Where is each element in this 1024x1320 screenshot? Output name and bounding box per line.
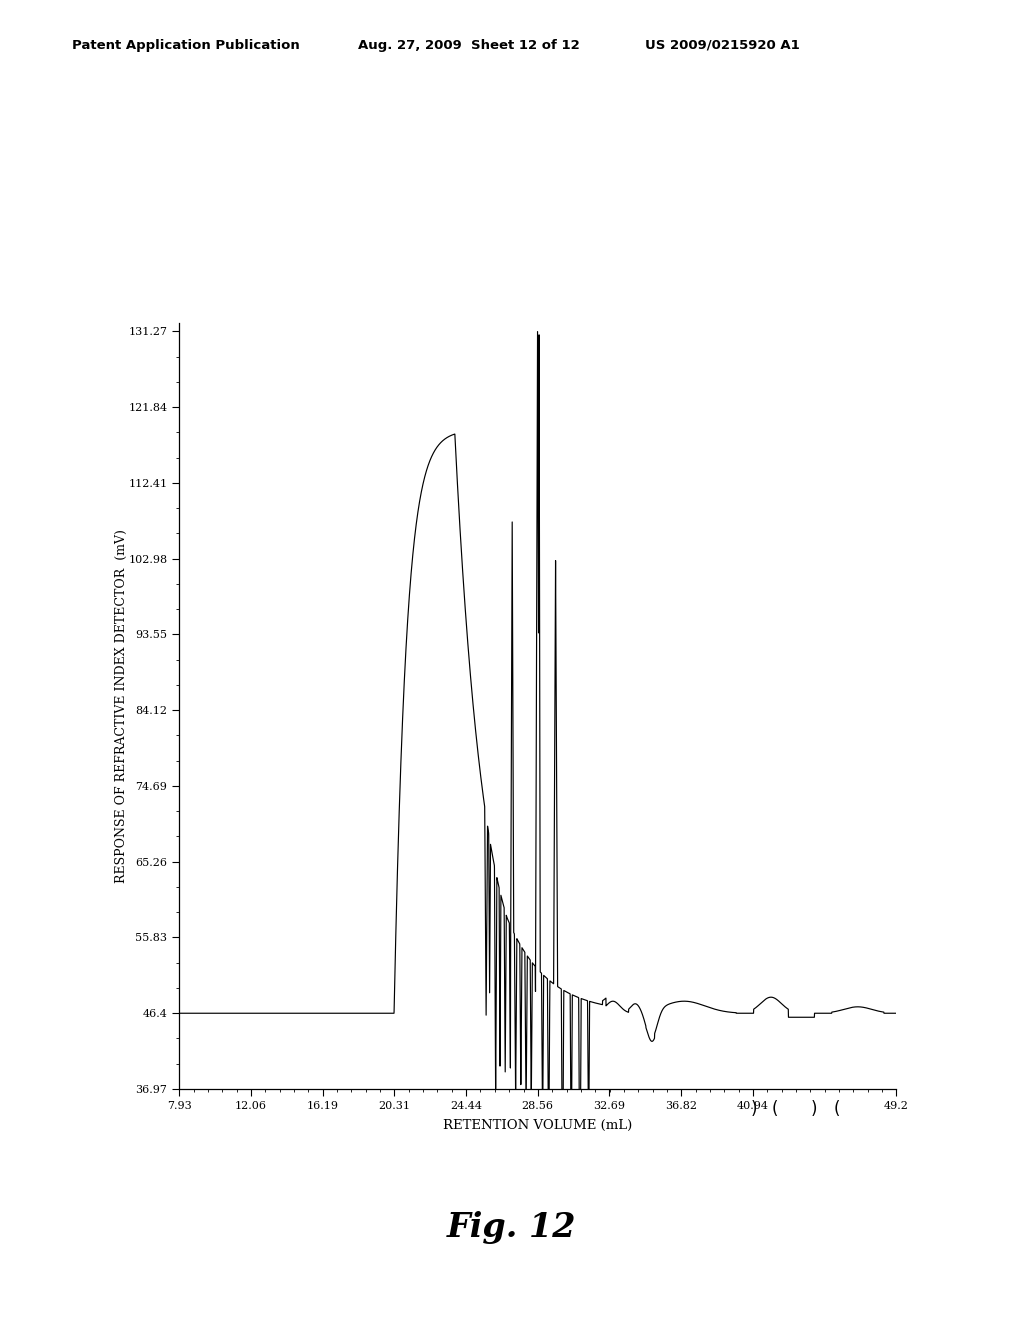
- Text: ): ): [811, 1100, 817, 1118]
- Text: Aug. 27, 2009  Sheet 12 of 12: Aug. 27, 2009 Sheet 12 of 12: [358, 38, 581, 51]
- Text: Fig. 12: Fig. 12: [447, 1212, 577, 1243]
- X-axis label: RETENTION VOLUME (mL): RETENTION VOLUME (mL): [443, 1119, 632, 1133]
- Y-axis label: RESPONSE OF REFRACTIVE INDEX DETECTOR  (mV): RESPONSE OF REFRACTIVE INDEX DETECTOR (m…: [115, 529, 128, 883]
- Text: ): ): [751, 1100, 757, 1118]
- Text: US 2009/0215920 A1: US 2009/0215920 A1: [645, 38, 800, 51]
- Text: (: (: [834, 1100, 840, 1118]
- Text: Patent Application Publication: Patent Application Publication: [72, 38, 299, 51]
- Text: (: (: [771, 1100, 777, 1118]
